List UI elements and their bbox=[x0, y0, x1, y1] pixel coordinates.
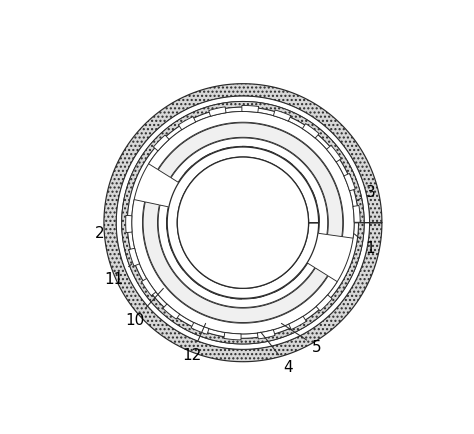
Polygon shape bbox=[158, 206, 315, 308]
Polygon shape bbox=[308, 191, 316, 203]
Polygon shape bbox=[344, 174, 355, 191]
Polygon shape bbox=[154, 136, 169, 151]
Polygon shape bbox=[224, 332, 241, 340]
Text: 5: 5 bbox=[282, 324, 321, 354]
Polygon shape bbox=[201, 154, 213, 164]
Polygon shape bbox=[353, 206, 360, 223]
Polygon shape bbox=[281, 159, 292, 169]
Polygon shape bbox=[178, 117, 196, 131]
Polygon shape bbox=[177, 259, 187, 271]
Polygon shape bbox=[290, 270, 301, 280]
Polygon shape bbox=[104, 85, 382, 362]
Polygon shape bbox=[142, 279, 156, 296]
Polygon shape bbox=[230, 293, 242, 299]
Polygon shape bbox=[313, 212, 319, 223]
Polygon shape bbox=[191, 275, 202, 286]
Polygon shape bbox=[149, 112, 354, 239]
Polygon shape bbox=[126, 216, 132, 233]
Polygon shape bbox=[191, 323, 209, 335]
Polygon shape bbox=[252, 292, 264, 299]
Polygon shape bbox=[257, 330, 275, 339]
Polygon shape bbox=[143, 203, 328, 323]
Text: 1: 1 bbox=[354, 234, 375, 255]
Polygon shape bbox=[242, 106, 259, 113]
Polygon shape bbox=[209, 108, 226, 117]
Polygon shape bbox=[263, 150, 274, 158]
Text: 10: 10 bbox=[126, 289, 164, 328]
Text: 11: 11 bbox=[104, 264, 132, 286]
Polygon shape bbox=[297, 173, 307, 184]
Polygon shape bbox=[316, 295, 332, 311]
Polygon shape bbox=[116, 97, 370, 349]
Text: 4: 4 bbox=[261, 332, 293, 375]
Polygon shape bbox=[171, 138, 328, 235]
Polygon shape bbox=[143, 123, 343, 323]
Polygon shape bbox=[209, 287, 221, 296]
Polygon shape bbox=[169, 240, 177, 251]
Circle shape bbox=[177, 158, 309, 289]
Polygon shape bbox=[167, 148, 319, 299]
Polygon shape bbox=[242, 147, 253, 153]
Text: 12: 12 bbox=[182, 324, 206, 362]
Polygon shape bbox=[129, 249, 139, 266]
Polygon shape bbox=[273, 111, 291, 122]
Polygon shape bbox=[166, 218, 172, 230]
Polygon shape bbox=[132, 200, 337, 334]
Polygon shape bbox=[327, 146, 341, 163]
Text: 2: 2 bbox=[95, 226, 111, 241]
Polygon shape bbox=[289, 316, 306, 330]
Text: 3: 3 bbox=[356, 185, 376, 202]
Polygon shape bbox=[163, 304, 180, 319]
Polygon shape bbox=[272, 283, 284, 293]
Polygon shape bbox=[158, 124, 343, 237]
Polygon shape bbox=[221, 148, 232, 155]
Polygon shape bbox=[302, 124, 319, 139]
Polygon shape bbox=[184, 166, 196, 177]
Polygon shape bbox=[122, 102, 364, 344]
Polygon shape bbox=[128, 108, 358, 339]
